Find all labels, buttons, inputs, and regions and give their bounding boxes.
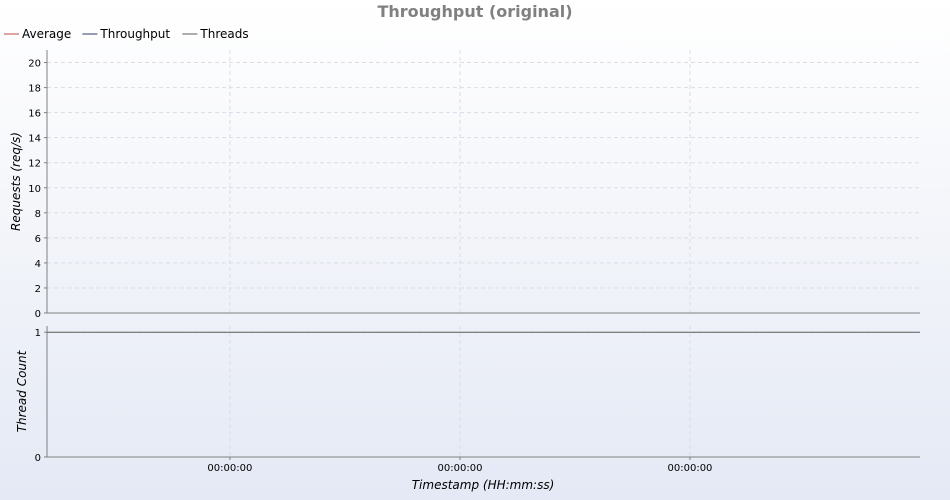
- chart-title: Throughput (original): [377, 2, 572, 21]
- requests-y-tick-label: 20: [28, 59, 41, 70]
- requests-panel: 0 2 4 6 8 10 12 14 16 18 20 Requests (req/s): [9, 50, 920, 320]
- thread-count-panel: 0 1 Thread Count: [15, 326, 920, 464]
- requests-y-tick-label: 6: [35, 234, 41, 245]
- x-tick-label: 00:00:00: [207, 463, 252, 474]
- threads-y-axis-label: Thread Count: [15, 349, 29, 432]
- threads-y-tick-label: 0: [35, 453, 41, 464]
- requests-y-tick-label: 4: [35, 259, 41, 270]
- legend-label-threads: Threads: [199, 27, 248, 41]
- requests-y-tick-label: 0: [35, 309, 41, 320]
- requests-y-tick-label: 8: [35, 209, 41, 220]
- x-tick-label: 00:00:00: [438, 463, 483, 474]
- requests-y-tick-label: 16: [28, 109, 41, 120]
- requests-y-tick-label: 18: [28, 84, 41, 95]
- requests-y-tick-label: 14: [28, 134, 41, 145]
- requests-y-tick-label: 2: [35, 284, 41, 295]
- legend-label-average: Average: [22, 27, 71, 41]
- x-axis: 00:00:00 00:00:00 00:00:00: [207, 457, 712, 474]
- requests-y-axis-label: Requests (req/s): [9, 132, 23, 231]
- requests-y-tick-label: 12: [28, 159, 41, 170]
- requests-y-tick-label: 10: [28, 184, 41, 195]
- legend-label-throughput: Throughput: [99, 27, 170, 41]
- legend: Average Throughput Threads: [4, 27, 249, 41]
- x-tick-label: 00:00:00: [668, 463, 713, 474]
- threads-y-tick-label: 1: [35, 328, 41, 339]
- x-axis-label: Timestamp (HH:mm:ss): [412, 478, 555, 492]
